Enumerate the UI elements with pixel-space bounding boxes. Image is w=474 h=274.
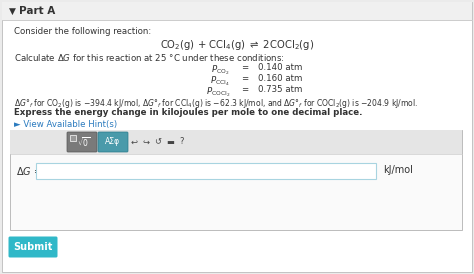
Text: ?: ? <box>180 138 184 147</box>
Text: 0.160 atm: 0.160 atm <box>258 74 302 83</box>
Text: ↩: ↩ <box>130 138 137 147</box>
FancyBboxPatch shape <box>9 236 57 258</box>
Text: $\Delta G$ =: $\Delta G$ = <box>16 165 43 177</box>
Text: $P_{\mathrm{CCl_4}}$: $P_{\mathrm{CCl_4}}$ <box>210 74 230 88</box>
Text: ↪: ↪ <box>143 138 149 147</box>
Bar <box>2 2 472 20</box>
Text: Calculate $\Delta G$ for this reaction at 25 °C under these conditions:: Calculate $\Delta G$ for this reaction a… <box>14 52 285 63</box>
Text: kJ/mol: kJ/mol <box>383 165 413 175</box>
Text: =: = <box>241 74 249 83</box>
FancyBboxPatch shape <box>98 132 128 152</box>
Text: $P_{\mathrm{COCl_2}}$: $P_{\mathrm{COCl_2}}$ <box>206 85 230 99</box>
Text: Consider the following reaction:: Consider the following reaction: <box>14 27 151 36</box>
Bar <box>10 130 462 154</box>
FancyBboxPatch shape <box>67 132 97 152</box>
Bar <box>36 163 376 179</box>
Text: =: = <box>241 85 249 94</box>
Text: $\sqrt{0}$: $\sqrt{0}$ <box>77 135 91 149</box>
Text: $P_{\mathrm{CO_2}}$: $P_{\mathrm{CO_2}}$ <box>211 63 230 76</box>
Text: AΣφ: AΣφ <box>105 138 120 147</box>
Text: ▬: ▬ <box>166 138 174 147</box>
Text: =: = <box>241 63 249 72</box>
Bar <box>10 130 462 230</box>
Text: ► View Available Hint(s): ► View Available Hint(s) <box>14 120 117 129</box>
Text: $\Delta G°_f$ for CO$_2$(g) is $-$394.4 kJ/mol, $\Delta G°_f$ for CCl$_4$(g) is : $\Delta G°_f$ for CO$_2$(g) is $-$394.4 … <box>14 97 418 110</box>
Text: ▼: ▼ <box>9 7 16 16</box>
Text: 0.735 atm: 0.735 atm <box>258 85 302 94</box>
Text: Submit: Submit <box>13 242 53 252</box>
Text: Express the energy change in kilojoules per mole to one decimal place.: Express the energy change in kilojoules … <box>14 108 363 117</box>
Bar <box>70 135 76 141</box>
Text: ↺: ↺ <box>155 138 162 147</box>
Text: Part A: Part A <box>19 6 55 16</box>
Text: CO$_2$(g) + CCl$_4$(g) $\rightleftharpoons$ 2COCl$_2$(g): CO$_2$(g) + CCl$_4$(g) $\rightleftharpoo… <box>160 38 314 52</box>
Text: 0.140 atm: 0.140 atm <box>258 63 302 72</box>
